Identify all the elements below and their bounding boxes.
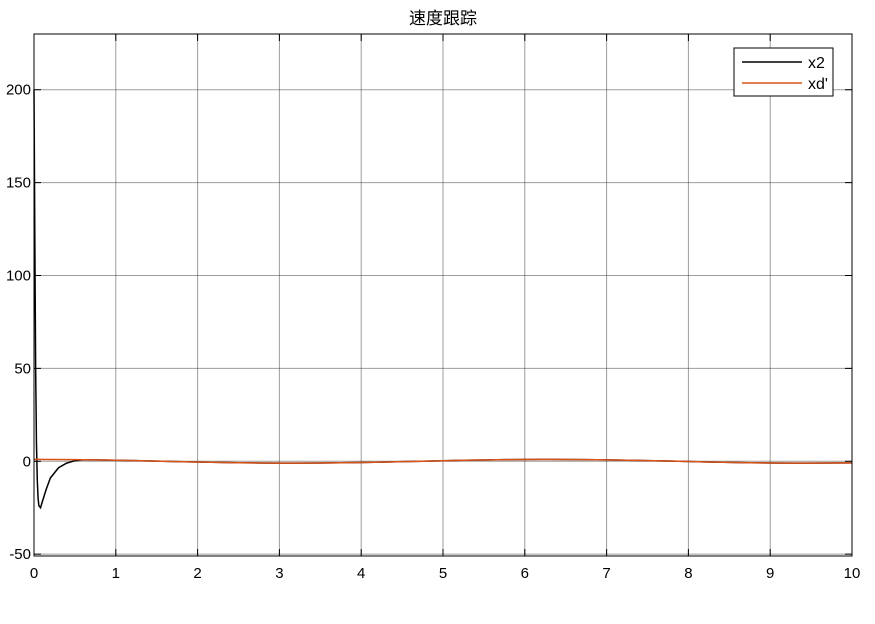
axis-ticks: 0 1 2 3 4 5 6 7 8 9 10 -50 0 50 100 150 200	[6, 34, 860, 582]
y-tick-label: 100	[6, 267, 31, 284]
series-line-xd	[33, 458, 853, 464]
x-tick-label: 8	[684, 565, 692, 582]
x-tick-label: 4	[357, 565, 365, 582]
y-tick-label: -50	[9, 546, 31, 563]
legend-label-xd: xd'	[808, 76, 828, 93]
legend-label-x2: x2	[808, 55, 825, 72]
grid	[33, 34, 853, 556]
x-tick-label: 6	[521, 565, 529, 582]
x-tick-label: 10	[844, 565, 861, 582]
x-tick-label: 5	[439, 565, 447, 582]
chart-title: 速度跟踪	[409, 9, 477, 28]
x-tick-label: 7	[602, 565, 610, 582]
x-tick-label: 1	[112, 565, 120, 582]
y-tick-label: 150	[6, 175, 31, 192]
legend[interactable]: x2 xd'	[733, 47, 834, 97]
y-tick-label: 0	[23, 453, 31, 470]
plot-frame	[33, 33, 853, 557]
series-lines	[33, 89, 853, 510]
x-tick-label: 3	[275, 565, 283, 582]
y-tick-label: 50	[14, 360, 31, 377]
x-tick-label: 2	[193, 565, 201, 582]
x-tick-label: 9	[766, 565, 774, 582]
y-tick-label: 200	[6, 82, 31, 99]
x-tick-label: 0	[30, 565, 38, 582]
